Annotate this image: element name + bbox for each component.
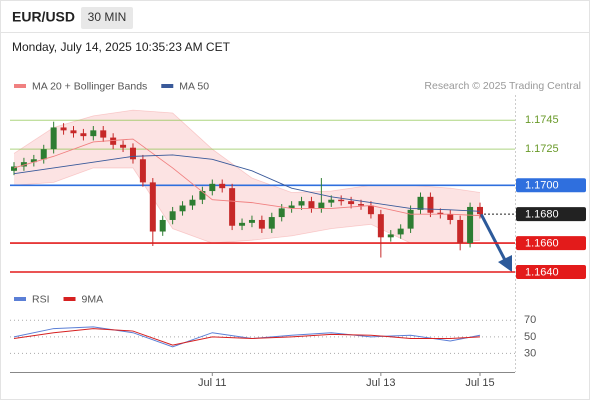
moving-average xyxy=(13,138,481,217)
candle-body xyxy=(367,205,374,215)
candle-body xyxy=(20,162,27,167)
legend-swatch xyxy=(63,297,76,301)
candle-body xyxy=(248,219,255,223)
candle-body xyxy=(308,201,315,209)
level-label: 1.1745 xyxy=(525,114,559,126)
timeframe-button[interactable] xyxy=(81,7,133,29)
candle-body xyxy=(239,222,246,226)
candle-body xyxy=(427,196,434,213)
candle-body xyxy=(189,199,196,206)
legend-label: MA 50 xyxy=(179,80,209,92)
level-tag xyxy=(516,264,586,279)
legend-label: RSI xyxy=(32,293,50,305)
level-label: 1.1680 xyxy=(525,209,559,221)
level-label: 1.1640 xyxy=(525,266,559,278)
candle-body xyxy=(338,199,345,202)
level-tag xyxy=(516,236,586,251)
legend-swatch xyxy=(14,297,26,301)
candle-body xyxy=(407,209,414,229)
candle-body xyxy=(179,205,186,212)
rsi-tick-label: 30 xyxy=(524,347,536,359)
candle-body xyxy=(80,133,87,137)
level-tag xyxy=(516,207,586,222)
candle-body xyxy=(397,228,404,235)
timeframe-label[interactable]: 30 MIN xyxy=(88,10,127,24)
candle-body xyxy=(447,214,454,220)
candle-body xyxy=(90,130,97,137)
candle-body xyxy=(229,188,236,226)
candle-body xyxy=(169,211,176,220)
candle-body xyxy=(11,166,17,171)
candle-body xyxy=(139,159,146,183)
level-label: 1.1660 xyxy=(525,237,559,249)
legend-swatch xyxy=(14,84,26,88)
candle-body xyxy=(60,127,67,131)
candle-body xyxy=(110,137,117,145)
candle-body xyxy=(258,219,265,229)
candle-body xyxy=(348,201,355,205)
legend-swatch xyxy=(161,84,174,88)
level-label: 1.1725 xyxy=(525,143,559,155)
bollinger-band xyxy=(14,110,480,244)
legend-label: MA 20 + Bollinger Bands xyxy=(32,80,147,92)
candle-body xyxy=(100,130,107,138)
candle-body xyxy=(159,219,166,232)
rsi-tick-label: 50 xyxy=(524,331,536,343)
candle-body xyxy=(268,217,275,229)
candle-body xyxy=(358,204,365,206)
candle-body xyxy=(288,205,295,209)
candle-body xyxy=(318,202,325,209)
candle-body xyxy=(387,234,394,238)
level-label: 1.1700 xyxy=(525,180,559,192)
candle-body xyxy=(278,208,285,218)
candle-body xyxy=(199,191,206,200)
rsi-tick-label: 70 xyxy=(524,314,536,326)
forecast-arrowhead xyxy=(498,255,512,272)
candle-body xyxy=(477,206,483,215)
level-tag xyxy=(516,178,586,193)
candle-body xyxy=(50,127,57,150)
candle-body xyxy=(457,219,464,244)
candle-body xyxy=(40,149,47,160)
forecast-arrow xyxy=(479,213,508,263)
candle-body xyxy=(467,206,474,244)
symbol: EUR/USD xyxy=(12,9,75,25)
candle-body xyxy=(328,199,335,203)
candle-body xyxy=(30,159,37,163)
candle-body xyxy=(437,212,444,215)
candle-body xyxy=(298,201,305,206)
candle-body xyxy=(129,147,136,160)
source: Research © 2025 Trading Central xyxy=(424,80,581,92)
candle-body xyxy=(209,183,216,192)
x-tick-label: Jul 13 xyxy=(366,377,395,389)
x-tick-label: Jul 11 xyxy=(198,377,227,389)
timestamp: Monday, July 14, 2025 10:35:23 AM CET xyxy=(12,40,231,54)
candle-body xyxy=(417,196,424,210)
rsi-line xyxy=(13,328,481,346)
legend-label: 9MA xyxy=(82,293,104,305)
moving-average xyxy=(13,154,481,212)
candle-body xyxy=(149,182,156,232)
x-tick-label: Jul 15 xyxy=(465,377,494,389)
candle-body xyxy=(377,214,384,238)
candle-body xyxy=(70,130,77,134)
candle-body xyxy=(219,183,226,189)
candle-body xyxy=(120,144,127,148)
